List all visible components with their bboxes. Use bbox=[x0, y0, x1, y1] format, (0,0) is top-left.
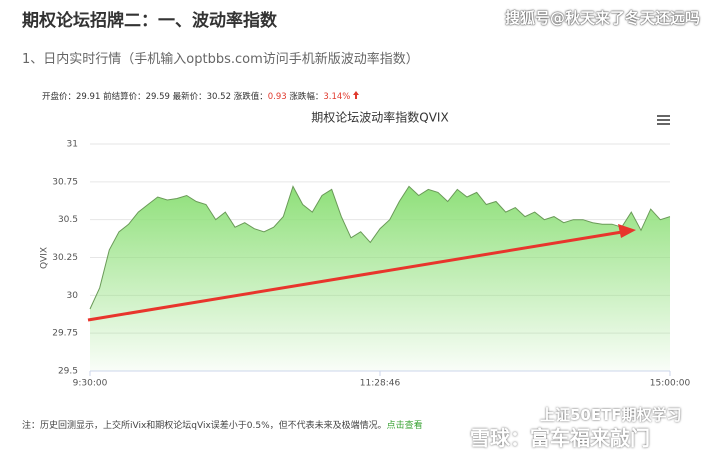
stat-label: 前结算价： bbox=[103, 92, 146, 102]
y-tick-label: 30.25 bbox=[52, 253, 78, 263]
stat-label: 涨跌值： bbox=[233, 92, 268, 102]
annotation-arrow bbox=[87, 224, 636, 322]
y-axis-label: QVIX bbox=[40, 247, 50, 269]
note: 注：历史回测显示，上交所iVix和期权论坛qVix误差小于0.5%，但不代表未来… bbox=[22, 421, 387, 431]
stat-value: 29.59 bbox=[145, 92, 170, 102]
y-tick-label: 29.75 bbox=[52, 329, 78, 339]
footer-link[interactable]: 点击查看 bbox=[386, 421, 423, 431]
y-tick-label: 30 bbox=[67, 291, 79, 301]
y-tick-label: 30.5 bbox=[58, 215, 78, 225]
line bbox=[89, 185, 671, 310]
area bbox=[90, 186, 670, 371]
page-title: 期权论坛招牌二：一、波动率指数 bbox=[22, 11, 277, 31]
stat-label: 开盘价： bbox=[42, 92, 77, 102]
x-tick-label: 15:00:00 bbox=[650, 379, 691, 389]
stat-value: 29.91 bbox=[76, 92, 101, 102]
chart-title: 期权论坛波动率指数QVIX bbox=[311, 110, 448, 125]
y-tick-label: 31 bbox=[67, 140, 78, 150]
watermark: 上证50ETF期权学习 bbox=[540, 406, 682, 424]
menu-icon[interactable] bbox=[657, 115, 670, 125]
stat-label: 最新价： bbox=[172, 92, 207, 102]
stat-label: 涨跌幅： bbox=[289, 92, 324, 102]
x-tick-label: 9:30:00 bbox=[73, 379, 108, 389]
y-tick-label: 30.75 bbox=[52, 177, 78, 187]
up-arrow bbox=[353, 91, 360, 99]
footer-note: 注：历史回测显示，上交所iVix和期权论坛qVix误差小于0.5%，但不代表未来… bbox=[22, 418, 423, 431]
stats: 开盘价：29.91 前结算价：29.59 最新价：30.52 涨跌值：0.93 … bbox=[42, 90, 360, 102]
stat-value: 0.93 bbox=[267, 92, 287, 102]
intro: 1、日内实时行情（手机输入optbbs.com访问手机新版波动率指数） bbox=[22, 52, 419, 67]
stat-value: 3.14% bbox=[323, 92, 351, 102]
watermark: 搜狐号@秋天来了冬天还远吗 bbox=[505, 9, 701, 27]
watermark: 雪球：富车福来敲门 bbox=[470, 426, 650, 450]
stat-value: 30.52 bbox=[206, 92, 231, 102]
x-tick-label: 11:28:46 bbox=[360, 379, 401, 389]
y-tick-label: 29.5 bbox=[58, 367, 78, 377]
